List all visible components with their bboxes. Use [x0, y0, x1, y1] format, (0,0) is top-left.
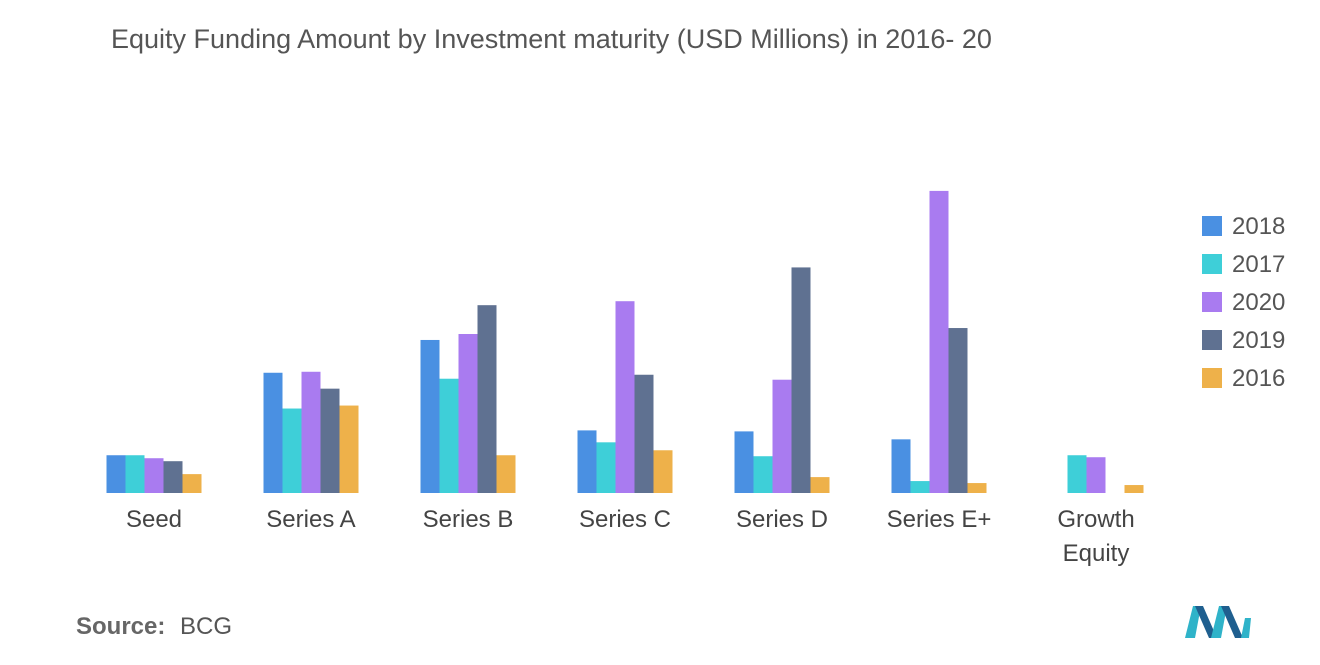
- category-label: Series A: [266, 506, 355, 533]
- bar-2016-seed: [182, 474, 202, 493]
- bar-2016-series-d: [810, 477, 830, 493]
- source-note: Source: BCG: [76, 613, 232, 641]
- bar-2020-seed: [144, 458, 164, 493]
- bar-2017-series-a: [282, 408, 302, 493]
- bar-2019-series-a: [320, 388, 340, 493]
- bar-2017-series-d: [753, 456, 773, 493]
- source-label: Source:: [76, 613, 166, 640]
- bar-2018-series-d: [734, 431, 754, 493]
- bar-2017-seed: [125, 455, 145, 493]
- legend-label-2019: 2019: [1232, 327, 1285, 354]
- bar-2020-series-b: [458, 334, 478, 493]
- category-labels: Seed Series A Series B Series C Series D Seri…: [126, 506, 1135, 567]
- bar-2020-series-c: [615, 301, 635, 493]
- bars-layer: [106, 190, 1144, 493]
- category-label: Series C: [579, 506, 671, 533]
- bar-2018-series-b: [420, 339, 440, 493]
- legend-label-2017: 2017: [1232, 251, 1285, 278]
- legend-label-2018: 2018: [1232, 213, 1285, 240]
- bar-2018-series-a: [263, 372, 283, 493]
- source-value: BCG: [180, 613, 233, 640]
- bar-2018-seed: [106, 455, 126, 493]
- category-label: Series E+: [887, 506, 992, 533]
- legend-label-2020: 2020: [1232, 289, 1285, 316]
- bar-2016-growth-equity: [1124, 485, 1144, 493]
- category-label: Series B: [423, 506, 514, 533]
- legend-swatch-2018: [1202, 216, 1222, 236]
- bar-2017-growth-equity: [1067, 455, 1087, 493]
- legend-swatch-2017: [1202, 254, 1222, 274]
- bar-2019-series-e-: [948, 328, 968, 493]
- bar-2020-series-a: [301, 371, 321, 493]
- bar-2018-series-c: [577, 430, 597, 493]
- bar-2019-series-b: [477, 305, 497, 493]
- legend-swatch-2016: [1202, 368, 1222, 388]
- category-label: Growth Equity: [1057, 506, 1134, 567]
- bar-2019-seed: [163, 461, 183, 493]
- bar-2018-series-e-: [891, 439, 911, 493]
- bar-2017-series-e-: [910, 481, 930, 493]
- bar-2016-series-b: [496, 455, 516, 493]
- bar-2016-series-c: [653, 450, 673, 493]
- mordor-intelligence-logo-icon: [1185, 606, 1251, 638]
- bar-2017-series-b: [439, 378, 459, 493]
- bar-2019-series-c: [634, 374, 654, 493]
- bar-2019-series-d: [791, 267, 811, 493]
- bar-2020-series-d: [772, 379, 792, 493]
- bar-2020-growth-equity: [1086, 457, 1106, 493]
- chart-title: Equity Funding Amount by Investment matu…: [111, 24, 992, 54]
- bar-2020-series-e-: [929, 190, 949, 493]
- legend-label-2016: 2016: [1232, 365, 1285, 392]
- category-label: Seed: [126, 506, 182, 533]
- legend-swatch-2019: [1202, 330, 1222, 350]
- legend: 2018 2017 2020 2019 2016: [1202, 213, 1285, 392]
- bar-2016-series-a: [339, 405, 359, 493]
- legend-swatch-2020: [1202, 292, 1222, 312]
- bar-2017-series-c: [596, 442, 616, 493]
- bar-2016-series-e-: [967, 483, 987, 493]
- category-label: Series D: [736, 506, 828, 533]
